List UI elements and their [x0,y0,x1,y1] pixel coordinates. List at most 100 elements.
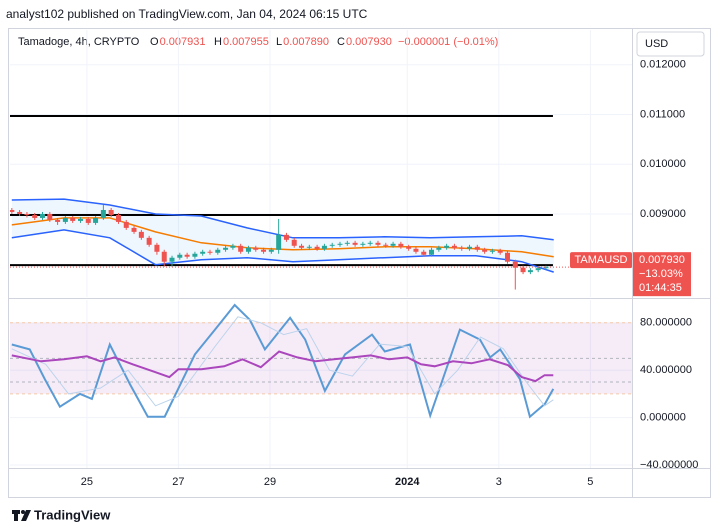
candle-body [24,213,30,215]
candle-body [375,242,381,245]
price-tag-countdown: 01:44:35 [639,282,682,294]
candle-body [177,254,183,258]
candle-body [39,213,45,218]
y-tick-label: 0.010000 [640,158,686,170]
candle-body [474,246,480,250]
candle-body [85,218,91,223]
candle-body [100,209,106,218]
x-tick-label: 29 [264,476,276,488]
candle-body [276,234,282,250]
candle-body [390,243,396,246]
indicator-line [11,229,554,273]
candle-body [131,227,137,232]
tv-logo [12,510,31,521]
candle-body [344,242,350,244]
candle-body [62,217,68,222]
candle-body [32,214,38,218]
candle-body [223,247,229,250]
change: −0.000001 (−0.01%) [398,36,498,48]
candle-body [77,218,83,221]
candle-body [421,251,427,255]
candle-body [291,239,297,246]
y-tick-label: 0.000000 [640,412,686,424]
ohlc-value: 0.007930 [346,36,392,48]
band-fill [11,199,554,273]
candle-body [527,270,533,273]
frame [8,28,711,498]
candle-body [482,249,488,252]
x-tick-label: 3 [496,476,502,488]
ohlc-value: 0.007955 [223,36,269,48]
candle-body [93,217,99,223]
oscillator-line [11,316,554,407]
candle-body [543,267,549,269]
candle-body [337,243,343,245]
candle-body [261,249,267,252]
candle-body [413,248,419,252]
symbol-tag [570,252,632,269]
candle-body [230,245,236,248]
x-tick-label: 25 [81,476,93,488]
candle-body [367,242,373,244]
symbol-tag-text: TAMAUSD [575,254,628,266]
currency-button[interactable] [636,31,705,57]
candle-body [436,247,442,250]
candle-body [123,221,129,228]
ohlc-value: 0.007890 [283,36,329,48]
candle-body [215,249,221,253]
candle-body [444,245,450,248]
candle-body [398,243,404,247]
candle-body [497,250,503,253]
attribution: analyst102 published on TradingView.com,… [6,7,368,21]
candle-body [360,243,366,245]
candle-body [321,245,327,249]
ohlc-value: 0.007931 [160,36,206,48]
candle-body [200,251,206,254]
candle-body [10,209,15,212]
candle-body [138,231,144,238]
candle-body [406,246,412,249]
x-tick-label: 27 [172,476,184,488]
candle-body [329,244,335,246]
candle-body [268,249,274,252]
candle-body [314,246,320,249]
y-tick-label: 0.012000 [640,59,686,71]
candle-body [467,246,473,249]
candle-body [161,251,167,262]
candle-body [169,257,175,262]
candle-body [299,245,305,248]
candle-body [108,209,114,215]
candle-body [512,261,518,268]
ohlc-label: O [150,36,159,48]
y-tick-label: −40.000000 [640,459,698,471]
candle-body [115,214,121,222]
candle-body [283,234,289,240]
oscillator-pane [11,303,555,419]
oscillator-line [11,303,555,419]
candle-body [451,245,457,248]
candle-body [192,253,198,257]
y-tick-label: 0.011000 [640,108,685,120]
candle-body [154,244,160,252]
y-tick-label: 0.009000 [640,208,686,220]
y-tick-label: 80.000000 [640,317,692,329]
price-pane [10,115,554,290]
symbol: Tamadoge, 4h, CRYPTO [18,36,140,48]
candle-body [505,252,511,262]
indicator-line [11,198,554,241]
candle-body [306,246,312,248]
candle-body [245,247,251,252]
price-tag-change: −13.03% [639,268,683,280]
candle-body [207,251,213,253]
candle-body [47,213,53,220]
currency[interactable]: USD [645,38,668,50]
price-tag-price: 0.007930 [639,254,685,266]
candle-body [70,217,76,221]
candle-body [535,268,541,271]
price-tag [633,252,691,297]
candle-body [146,237,152,245]
footer-brand: TradingView [34,507,111,522]
candle-body [55,219,61,222]
candle-body [253,247,259,250]
